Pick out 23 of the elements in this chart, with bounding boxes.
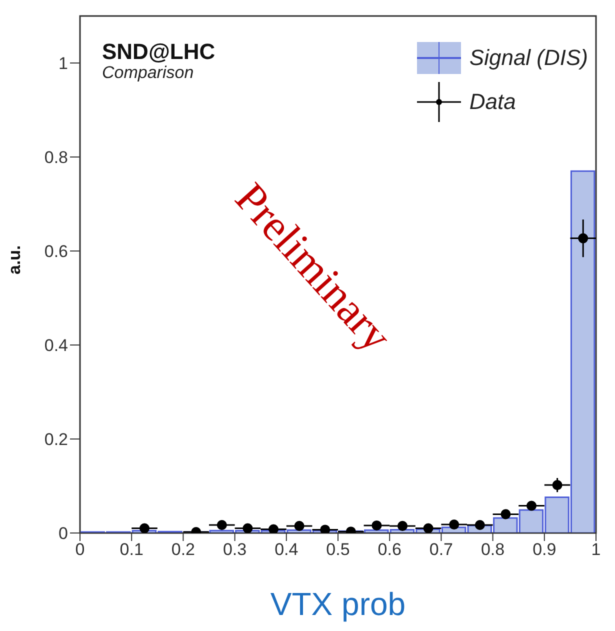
y-tick-label: 0.6	[44, 242, 68, 262]
y-axis-title: a.u.	[5, 245, 24, 274]
x-tick-label: 0.1	[120, 540, 144, 560]
text: Comparison	[102, 63, 195, 83]
x-tick-label: 0.9	[532, 540, 556, 560]
x-axis-title: VTX prob	[270, 586, 406, 622]
text: SND@LHC	[102, 39, 216, 64]
x-tick-label: 0.5	[326, 540, 350, 560]
x-tick-label: 0.8	[480, 540, 505, 560]
y-tick-label: 0	[58, 524, 68, 544]
y-tick-label: 0.2	[44, 430, 68, 450]
x-tick-label: 1	[591, 540, 601, 560]
y-tick-label: 1	[58, 54, 68, 74]
legend-label: Signal (DIS)	[469, 45, 588, 71]
y-tick-label: 0.4	[44, 336, 68, 356]
x-tick-label: 0.4	[274, 540, 298, 560]
x-tick-label: 0	[75, 540, 85, 560]
legend-label: Data	[469, 89, 516, 115]
x-tick-label: 0.2	[171, 540, 196, 560]
y-tick-label: 0.8	[44, 148, 68, 168]
x-tick-label: 0.7	[429, 540, 454, 560]
x-tick-label: 0.6	[378, 540, 402, 560]
x-tick-label: 0.3	[222, 540, 247, 560]
